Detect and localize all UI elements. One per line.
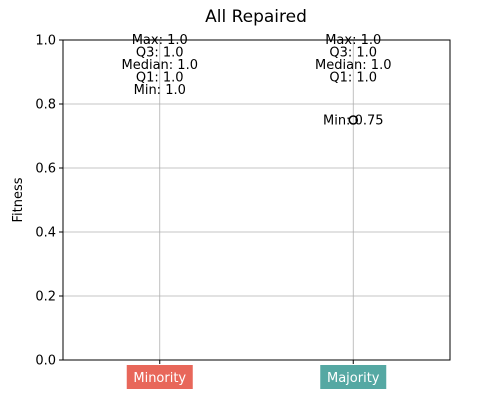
y-tick-label: 0.2 xyxy=(35,290,56,305)
stat-label: Q3: 1.0 xyxy=(136,46,184,61)
x-tick-label: Minority xyxy=(133,371,186,386)
stat-label: Min: 1.0 xyxy=(134,83,186,98)
x-axis: Minority Majority xyxy=(126,360,387,389)
grid-lines xyxy=(63,39,450,361)
y-axis: 0.0 0.2 0.4 0.6 0.8 1.0 xyxy=(35,34,63,369)
chart-title: All Repaired xyxy=(205,7,307,27)
stat-label: Median: 1.0 xyxy=(122,58,198,73)
stat-label: Max: 1.0 xyxy=(325,33,381,48)
stat-label: Q1: 1.0 xyxy=(136,71,184,86)
stat-label: Median: 1.0 xyxy=(315,58,391,73)
outlier-point xyxy=(348,115,359,125)
y-tick-label: 0.4 xyxy=(35,226,56,241)
y-axis-label: Fitness xyxy=(11,177,26,222)
y-tick-label: 0.0 xyxy=(35,354,56,369)
plot-frame xyxy=(62,39,451,361)
y-tick-label: 1.0 xyxy=(35,34,56,49)
stat-label: Max: 1.0 xyxy=(132,33,188,48)
y-tick-label: 0.8 xyxy=(35,98,56,113)
category-label-box xyxy=(320,365,387,389)
category-label-box xyxy=(126,365,193,389)
stat-label: Q1: 1.0 xyxy=(329,71,377,86)
x-tick-label: Majority xyxy=(327,371,380,386)
outlier-label: Min: 0.75 xyxy=(323,114,384,129)
y-tick-label: 0.6 xyxy=(35,162,56,177)
stat-label: Q3: 1.0 xyxy=(329,46,377,61)
